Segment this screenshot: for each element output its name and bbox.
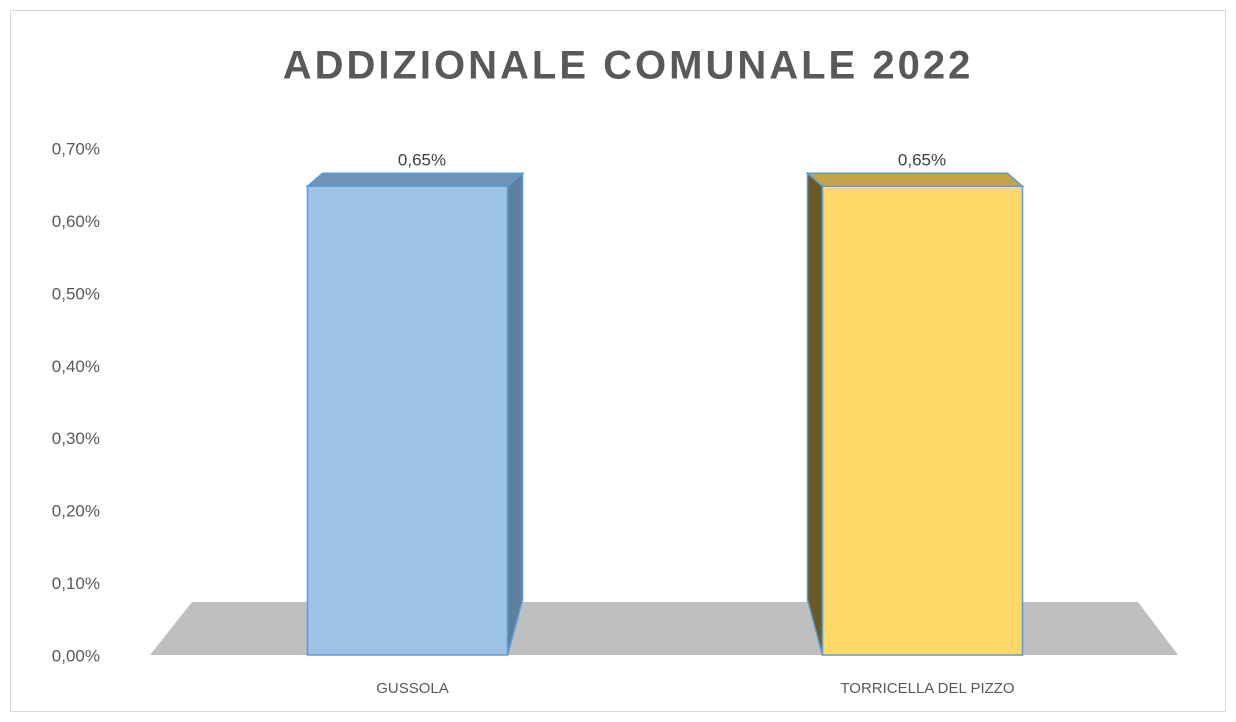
x-tick-label: GUSSOLA (376, 680, 449, 697)
bar-side (506, 171, 524, 656)
y-tick-label: 0,60% (52, 212, 100, 231)
value-label: 0,65% (398, 151, 446, 170)
y-tick-label: 0,30% (52, 429, 100, 448)
x-tick-label: TORRICELLA DEL PIZZO (840, 680, 1014, 697)
bar (821, 185, 1024, 656)
y-tick-label: 0,40% (52, 357, 100, 376)
y-tick-label: 0,50% (52, 284, 100, 303)
y-tick-label: 0,70% (52, 139, 100, 158)
floor (150, 602, 1178, 655)
y-tick-label: 0,10% (52, 574, 100, 593)
bar (306, 185, 509, 656)
bar-top (805, 172, 1025, 187)
value-label: 0,65% (898, 151, 946, 170)
y-tick-label: 0,00% (52, 646, 100, 665)
chart-title: ADDIZIONALE COMUNALE 2022 (283, 44, 974, 88)
bar-top (305, 172, 525, 187)
bar-side (806, 171, 824, 656)
y-tick-label: 0,20% (52, 502, 100, 521)
